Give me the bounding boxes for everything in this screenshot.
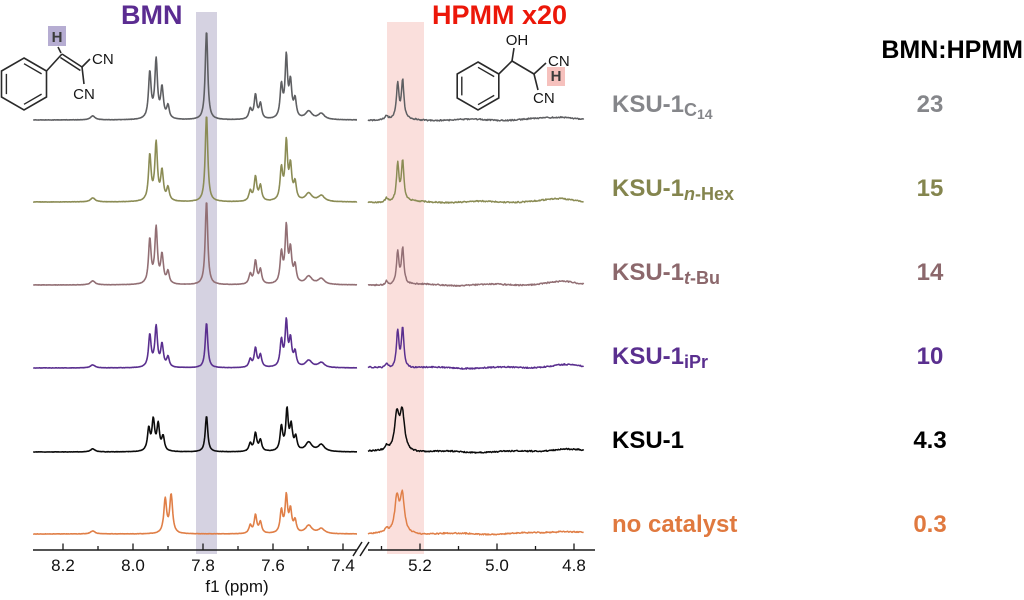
ratio-value: 15 [916,175,944,202]
highlight-bands [196,12,424,554]
catalyst-label: KSU-1t-Bu [612,259,721,288]
tick-label: 5.0 [485,556,509,575]
ratio-value: 0.3 [913,511,947,538]
hpmm-oh-label: OH [506,32,529,49]
vinyl-double-bond [59,53,83,72]
hpmm-structure: OH CN H CN [456,32,570,111]
tick-label: 8.0 [121,556,145,575]
benzene-ring [456,61,500,111]
hpmm-cn-top-label: CN [548,53,570,70]
nmr-trace-right-2 [367,246,585,287]
tick-label: 8.2 [51,556,75,575]
nmr-trace-right-1 [367,159,584,204]
nmr-trace-left-5 [32,491,358,535]
ratio-header: BMN:HPMM [881,36,1023,64]
nmr-trace-left-3 [33,317,358,369]
bond-to-h [57,46,62,54]
catalyst-row: KSU-1t-Bu 14 [612,259,1022,289]
catalyst-label: no catalyst [612,511,738,538]
bmn-highlight-band [196,12,217,554]
hpmm-h-highlight-box [547,67,565,86]
catalyst-row: no catalyst 0.3 [612,511,1022,541]
hpmm-title: HPMM x20 [432,0,568,30]
nmr-trace-left-0 [33,32,358,121]
ratio-value: 14 [916,259,944,286]
bond-to-oh [511,47,515,62]
ratio-value: 4.3 [913,427,947,454]
catalyst-row: KSU-1 4.3 [612,427,1022,457]
bond [45,53,63,72]
nmr-trace-right-3 [367,326,585,370]
ring-double-bonds [461,66,495,106]
axis-break-mark [359,541,370,557]
bond-to-cn-bottom [81,66,85,85]
tick-label: 5.2 [408,556,432,575]
hpmm-highlight-band [387,22,424,554]
nmr-trace-left-4 [33,406,358,453]
catalyst-label: KSU-1iPr [612,343,709,372]
bmn-h-highlight-box [48,26,66,46]
bond [511,60,535,75]
catalyst-row: KSU-1iPr 10 [612,343,1022,373]
hpmm-cn-bottom-label: CN [533,90,555,107]
axis-label: f1 (ppm) [205,577,268,596]
nmr-trace-left-2 [33,202,358,286]
nmr-trace-right-4 [367,406,585,454]
tick-label: 7.6 [261,556,285,575]
ring-double-bonds [5,63,42,105]
catalyst-row: KSU-1C14 23 [612,91,1022,122]
x-axis: 8.2 8.0 7.8 7.6 7.4 5.2 5.0 4.8 f1 (ppm) [33,541,595,596]
nmr-trace-left-1 [32,116,358,203]
bond-to-cn-bottom [533,73,539,91]
tick-label: 4.8 [562,556,586,575]
nmr-trace-right-0 [367,78,585,122]
tick-label: 7.8 [191,556,215,575]
ratio-value: 23 [916,91,944,118]
catalyst-label: KSU-1n-Hex [612,175,735,204]
catalyst-label: KSU-1 [612,427,685,454]
bond-to-cn-top [533,62,547,75]
bond [498,60,513,75]
bmn-title: BMN [121,0,183,30]
hpmm-h-label: H [551,68,562,85]
bmn-structure: H CN CN [0,26,114,111]
bmn-cn-bottom-label: CN [73,86,95,103]
axis-break-mark [352,541,363,557]
nmr-traces [32,32,585,536]
catalyst-row: KSU-1n-Hex 15 [612,175,1022,205]
bond-to-cn-top [81,58,91,68]
bmn-h-label: H [52,29,63,46]
ratio-value: 10 [916,343,944,370]
tick-label: 7.4 [331,556,355,575]
catalyst-label: KSU-1C14 [612,91,713,122]
bmn-cn-top-label: CN [92,51,114,68]
benzene-ring [0,57,48,111]
nmr-trace-right-5 [367,489,584,536]
